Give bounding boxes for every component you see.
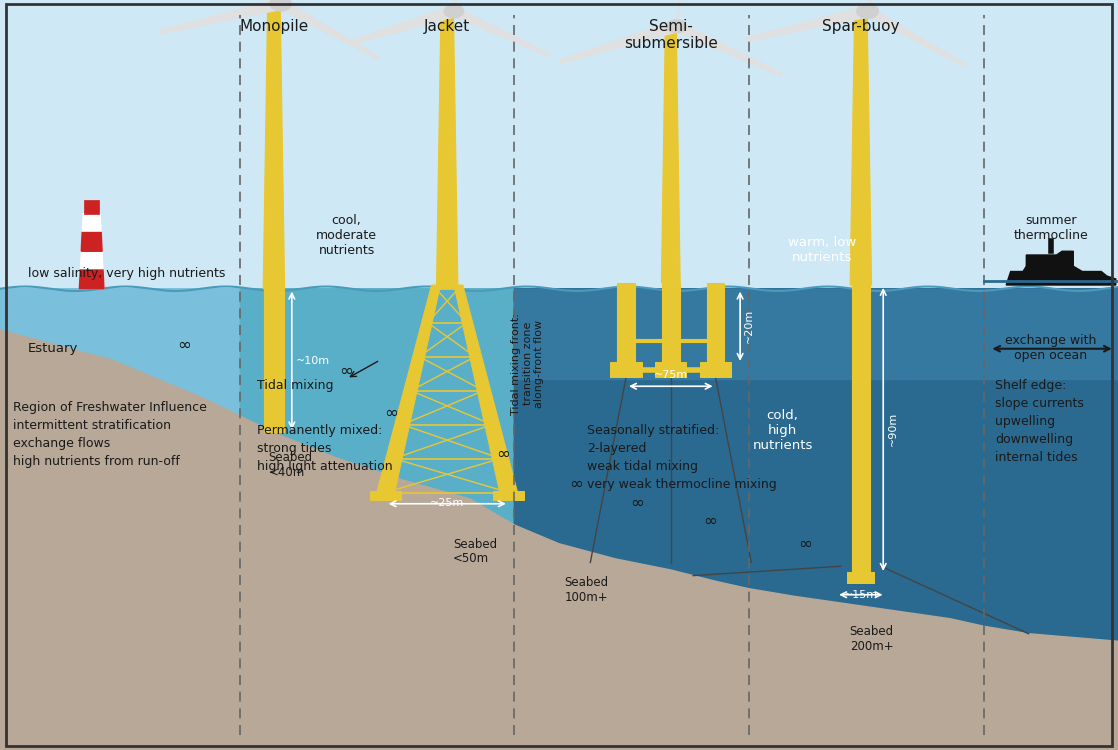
Text: ∞: ∞ — [703, 512, 717, 530]
Polygon shape — [281, 0, 303, 10]
Polygon shape — [0, 330, 1118, 750]
Bar — [493, 491, 524, 500]
Polygon shape — [662, 26, 680, 283]
Polygon shape — [436, 11, 458, 289]
Bar — [370, 491, 401, 500]
Bar — [852, 283, 870, 574]
Polygon shape — [850, 11, 872, 285]
Text: ∞: ∞ — [178, 336, 191, 354]
Bar — [0, 289, 1118, 750]
Text: Seasonally stratified:
2-layered
weak tidal mixing
very weak thermocline mixing: Seasonally stratified: 2-layered weak ti… — [587, 424, 777, 490]
Text: ∞: ∞ — [340, 362, 353, 380]
Polygon shape — [240, 289, 514, 525]
Text: ~75m: ~75m — [654, 370, 688, 380]
Polygon shape — [514, 289, 1118, 641]
Text: Spar-buoy: Spar-buoy — [822, 19, 900, 34]
Text: Seabed
200m+: Seabed 200m+ — [850, 625, 893, 652]
Polygon shape — [675, 20, 781, 76]
Polygon shape — [82, 232, 102, 251]
Text: summer
thermocline: summer thermocline — [1014, 214, 1088, 242]
Bar — [655, 362, 686, 377]
Polygon shape — [868, 0, 890, 17]
Polygon shape — [676, 0, 688, 32]
Bar — [617, 283, 635, 364]
Text: cool,
moderate
nutrients: cool, moderate nutrients — [316, 214, 377, 256]
Bar — [662, 283, 680, 364]
Text: low salinity, very high nutrients: low salinity, very high nutrients — [28, 267, 226, 280]
Text: Region of Freshwater Influence
intermittent stratification
exchange flows
high n: Region of Freshwater Influence intermitt… — [13, 401, 207, 468]
Text: Shelf edge:
slope currents
upwelling
downwelling
internal tides: Shelf edge: slope currents upwelling dow… — [995, 379, 1083, 464]
Text: Jacket: Jacket — [424, 19, 471, 34]
Text: exchange with
open ocean: exchange with open ocean — [1005, 334, 1097, 362]
Text: ∞: ∞ — [798, 535, 812, 553]
Polygon shape — [747, 5, 868, 42]
Polygon shape — [348, 5, 454, 46]
Text: ~10m: ~10m — [296, 356, 331, 365]
Bar — [700, 362, 731, 377]
Text: cold,
high
nutrients: cold, high nutrients — [752, 409, 813, 452]
Bar — [610, 362, 642, 377]
Polygon shape — [377, 285, 440, 493]
Text: Seabed
<50m: Seabed <50m — [453, 538, 496, 566]
Text: ~25m: ~25m — [430, 499, 464, 508]
Polygon shape — [454, 0, 464, 17]
Polygon shape — [79, 270, 104, 289]
Polygon shape — [1026, 251, 1073, 266]
Text: Estuary: Estuary — [28, 342, 78, 355]
Text: ∞: ∞ — [569, 475, 582, 493]
Polygon shape — [79, 214, 104, 289]
Circle shape — [666, 20, 686, 33]
Polygon shape — [160, 0, 281, 34]
Polygon shape — [0, 289, 240, 416]
Text: Seabed
<40m: Seabed <40m — [268, 451, 312, 479]
Bar — [84, 200, 100, 214]
Bar — [0, 0, 1118, 289]
Polygon shape — [454, 285, 518, 493]
Polygon shape — [453, 5, 550, 57]
Polygon shape — [263, 4, 285, 289]
Text: Seabed
100m+: Seabed 100m+ — [565, 576, 608, 604]
Text: Monopile: Monopile — [239, 19, 309, 34]
Polygon shape — [1006, 266, 1116, 285]
Text: ∞: ∞ — [631, 494, 644, 512]
Text: Tidal mixing: Tidal mixing — [257, 379, 333, 392]
Text: ∞: ∞ — [496, 445, 510, 463]
Text: ~15m: ~15m — [844, 590, 878, 599]
Circle shape — [444, 4, 464, 18]
Text: Permanently mixed:
strong tides
high light attenuation: Permanently mixed: strong tides high lig… — [257, 424, 392, 472]
Circle shape — [269, 0, 292, 11]
Circle shape — [856, 4, 879, 19]
Text: Tidal mixing front:
transition zone
along-front flow: Tidal mixing front: transition zone alon… — [511, 313, 544, 415]
Polygon shape — [866, 5, 966, 68]
Polygon shape — [560, 20, 676, 64]
Polygon shape — [280, 0, 379, 60]
Text: Semi-
submersible: Semi- submersible — [624, 19, 718, 51]
Polygon shape — [514, 289, 1118, 379]
Bar — [847, 572, 874, 583]
Text: ∞: ∞ — [385, 404, 398, 422]
Text: ~20m: ~20m — [743, 309, 754, 344]
Text: warm, low
nutrients: warm, low nutrients — [787, 236, 856, 264]
Text: ~90m: ~90m — [888, 413, 898, 446]
Bar — [707, 283, 724, 364]
Bar — [264, 285, 284, 432]
